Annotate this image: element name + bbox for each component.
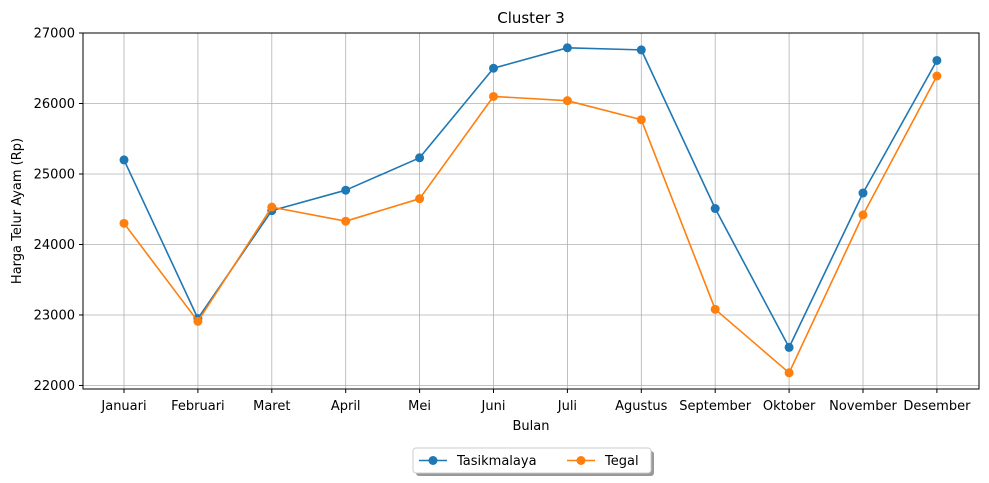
x-tick-label: Februari — [171, 399, 225, 414]
data-point-tegal — [784, 368, 794, 378]
x-axis-label: Bulan — [513, 419, 550, 434]
y-tick-label: 23000 — [34, 308, 75, 323]
data-point-tasikmalaya — [710, 204, 720, 214]
x-tick-label: November — [829, 399, 897, 414]
y-tick-label: 26000 — [34, 97, 75, 112]
legend-label-tegal: Tegal — [604, 454, 639, 469]
data-point-tegal — [636, 115, 646, 125]
data-point-tasikmalaya — [415, 153, 425, 163]
data-point-tegal — [415, 194, 425, 204]
plot-frame — [82, 32, 980, 390]
data-point-tegal — [489, 91, 498, 101]
axis-ticks: Januari Februari Maret April Mei Juni Juli Agus… — [34, 27, 971, 415]
data-point-tasikmalaya — [636, 45, 646, 55]
x-tick-label: Juli — [557, 399, 577, 414]
x-tick-label: September — [679, 399, 752, 414]
y-tick-label: 25000 — [34, 167, 75, 182]
legend-frame — [412, 447, 652, 474]
series-layer — [119, 43, 942, 378]
data-point-tegal — [562, 96, 572, 106]
data-point-tegal — [932, 71, 942, 81]
x-tick-label: Mei — [408, 399, 431, 414]
chart-title: Cluster 3 — [497, 9, 565, 27]
data-point-tegal — [341, 216, 351, 226]
series-line-tegal — [123, 75, 938, 374]
data-point-tasikmalaya — [932, 55, 942, 65]
data-point-tasikmalaya — [119, 155, 129, 165]
series-tegal — [119, 71, 942, 378]
data-point-tasikmalaya — [489, 63, 498, 73]
y-tick-label: 27000 — [34, 27, 75, 42]
legend-marker-tasikmalaya — [428, 456, 438, 465]
x-tick-label: Juni — [481, 399, 506, 414]
data-point-tegal — [119, 218, 129, 228]
grid — [83, 32, 979, 389]
series-line-tasikmalaya — [123, 46, 938, 349]
data-point-tegal — [710, 304, 720, 314]
y-tick-label: 22000 — [34, 379, 75, 394]
x-tick-label: Agustus — [615, 399, 667, 414]
x-tick-label: April — [331, 399, 361, 414]
y-axis-label: Harga Telur Ayam (Rp) — [10, 138, 25, 284]
data-point-tasikmalaya — [562, 43, 572, 53]
x-tick-label: Desember — [903, 399, 971, 414]
data-point-tegal — [858, 210, 868, 220]
legend-marker-tegal — [576, 456, 586, 465]
y-tick-label: 24000 — [34, 238, 75, 253]
data-point-tasikmalaya — [858, 188, 868, 198]
x-tick-label: Januari — [100, 399, 146, 414]
x-tick-label: Maret — [253, 399, 290, 414]
data-point-tegal — [193, 316, 203, 326]
legend: Tasikmalaya Tegal — [412, 447, 654, 476]
legend-label-tasikmalaya: Tasikmalaya — [456, 454, 537, 469]
series-tasikmalaya — [119, 43, 942, 352]
data-point-tasikmalaya — [341, 185, 351, 195]
x-tick-label: Oktober — [763, 399, 816, 414]
data-point-tasikmalaya — [784, 342, 794, 352]
data-point-tegal — [267, 202, 277, 212]
